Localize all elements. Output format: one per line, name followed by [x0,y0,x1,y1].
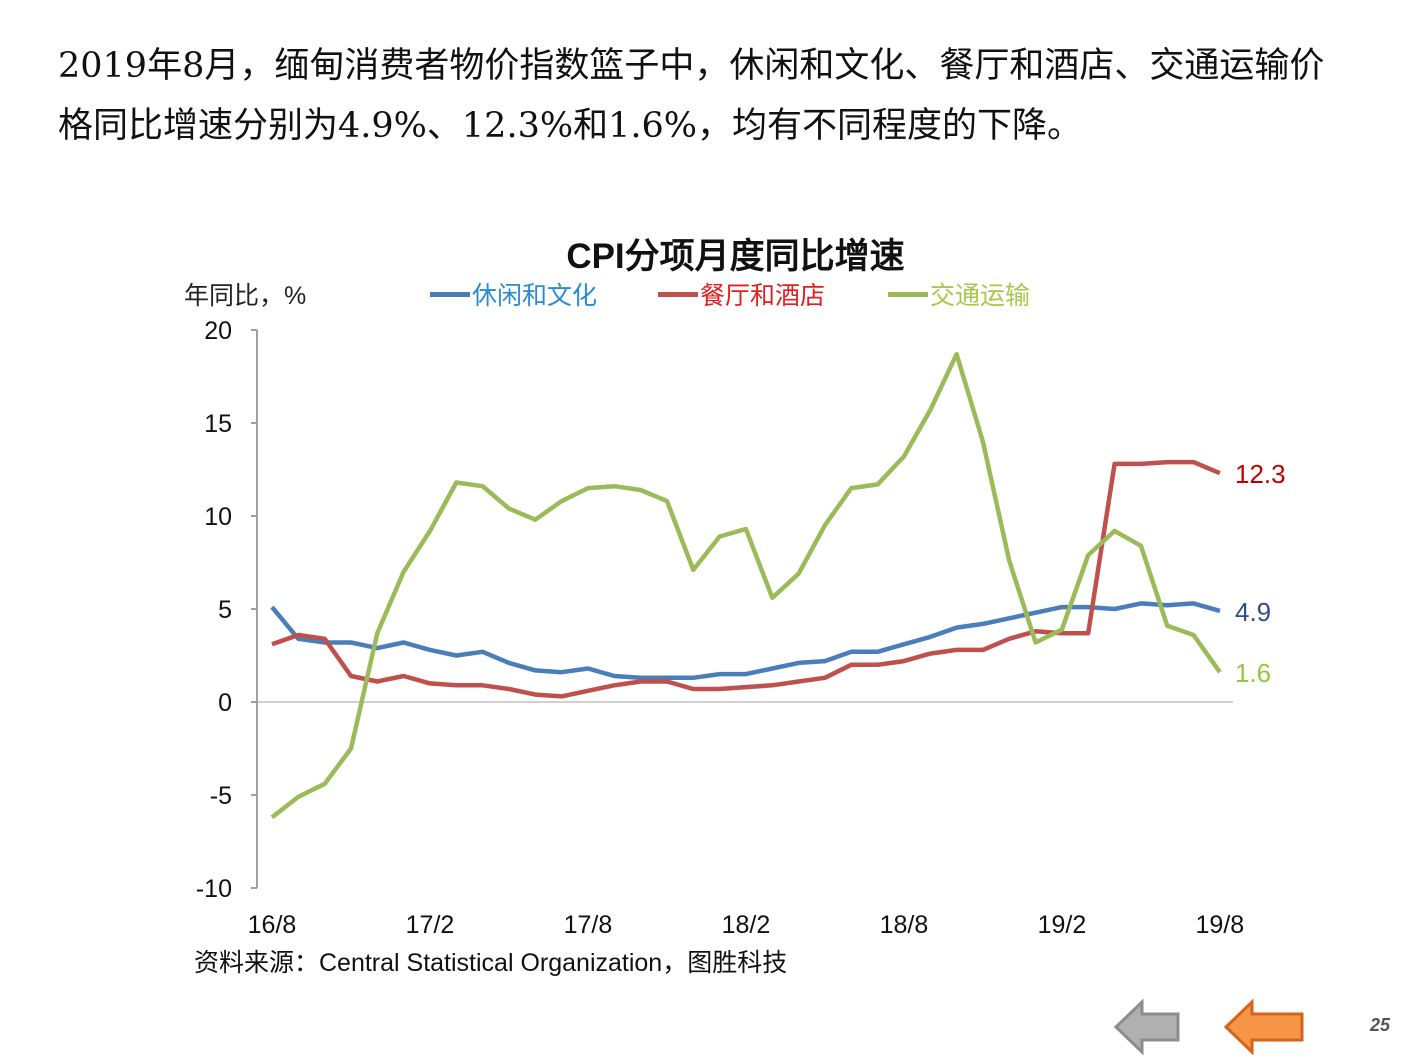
legend-label: 休闲和文化 [472,282,598,310]
legend-item-leisure: 休闲和文化 [430,276,597,312]
source-note: 资料来源：Central Statistical Organization，图胜… [194,949,788,977]
end-value-label: 12.3 [1235,459,1286,489]
x-tick-label: 17/8 [564,911,613,939]
x-tick-label: 19/2 [1038,911,1087,939]
y-axis-label: 年同比，% [184,282,307,310]
end-value-label: 4.9 [1235,597,1271,627]
legend-swatch [658,291,698,297]
legend-item-restaurants: 餐厅和酒店 [658,276,825,312]
x-tick-label: 17/2 [406,911,455,939]
legend-swatch [888,291,928,297]
y-tick-label: -10 [196,875,232,903]
next-page-arrow-icon[interactable] [1222,998,1308,1056]
x-tick-label: 18/2 [722,911,771,939]
legend-item-transport: 交通运输 [888,276,1030,312]
y-tick-label: 10 [204,503,232,531]
x-tick-label: 18/8 [880,911,929,939]
summary-paragraph: 2019年8月，缅甸消费者物价指数篮子中，休闲和文化、餐厅和酒店、交通运输价格同… [58,46,1325,146]
y-tick-label: 0 [218,689,232,717]
series-line-0 [270,601,1221,681]
y-tick-label: 20 [204,317,232,345]
y-tick-label: -5 [210,782,232,810]
series-line-2 [270,351,1222,820]
y-tick-label: 5 [218,596,232,624]
x-tick-label: 16/8 [248,911,297,939]
prev-page-arrow-icon[interactable] [1112,998,1184,1056]
legend-label: 交通运输 [930,282,1031,310]
legend-label: 餐厅和酒店 [700,282,826,310]
x-tick-label: 19/8 [1196,911,1245,939]
y-tick-label: 15 [204,410,232,438]
page-number: 25 [1370,1015,1391,1035]
end-value-label: 1.6 [1235,658,1271,688]
chart-title: CPI分项月度同比增速 [566,237,905,276]
legend-swatch [430,291,470,297]
